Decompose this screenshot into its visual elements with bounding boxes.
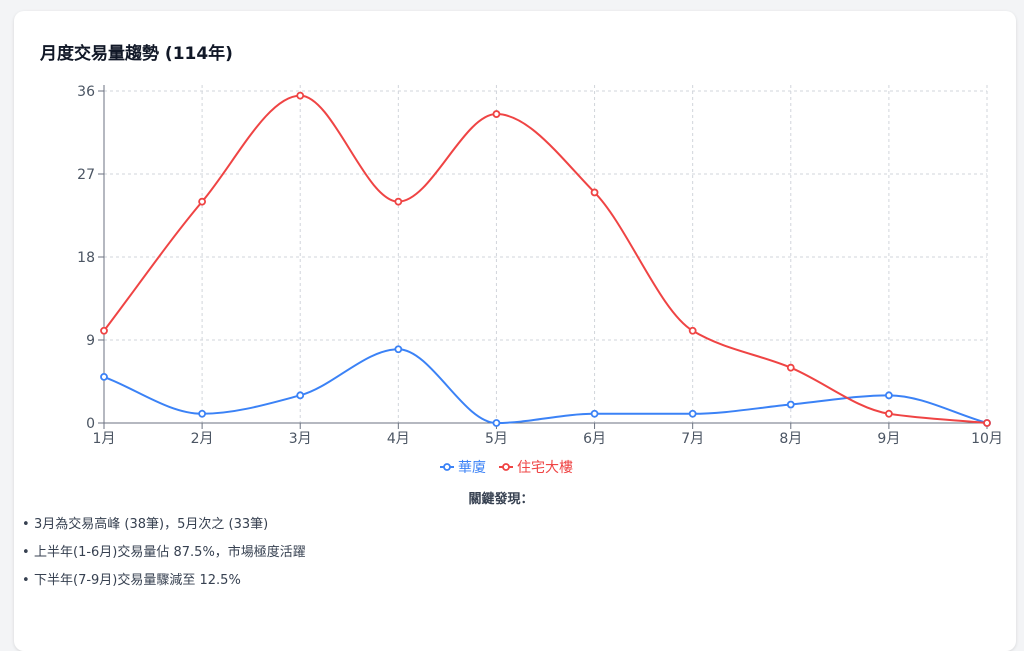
data-point[interactable] [100,372,108,381]
bullet-icon: • [22,573,30,588]
line-chart: 0 9 18 27 36 1月 2月 3月 4月 5月 6月 7月 8月 9月 10月 華廈 住宅大樓 [77,84,1003,476]
findings-list: • 3月為交易高峰 (38筆)，5月次之 (33筆) • 上半年(1-6月)交易量佔… [22,516,306,600]
data-point[interactable] [100,326,108,335]
y-tick-label: 27 [77,167,95,183]
legend-item[interactable]: 住宅大樓 [499,460,573,476]
axes: 0 9 18 27 36 1月 2月 3月 4月 5月 6月 7月 8月 9月 10月 [77,84,1003,447]
series-line [103,348,988,425]
finding-text: 上半年(1-6月)交易量佔 87.5%，市場極度活躍 [34,545,306,560]
x-tick-label: 1月 [93,431,116,447]
x-tick-label: 6月 [583,431,606,447]
series [100,91,991,427]
series-1 [100,345,991,427]
data-point[interactable] [198,197,207,206]
legend-marker-icon [502,463,510,471]
data-point[interactable] [394,345,403,354]
legend-label: 華廈 [458,459,486,476]
x-tick-label: 4月 [387,431,410,447]
data-point[interactable] [394,197,403,206]
data-point[interactable] [492,110,501,118]
legend-label: 住宅大樓 [517,460,573,476]
legend[interactable]: 華廈 住宅大樓 [440,459,573,476]
series-2 [100,91,991,427]
x-tick-label: 8月 [779,431,802,447]
grid [104,85,988,423]
data-point[interactable] [884,391,893,400]
y-tick-label: 0 [86,416,95,432]
data-point[interactable] [590,188,599,197]
data-point[interactable] [786,400,795,409]
chart-title: 月度交易量趨勢 (114年) [40,44,233,64]
data-point[interactable] [296,391,305,400]
y-tick-label: 9 [86,333,95,349]
x-tick-label: 10月 [971,431,1003,447]
y-tick-label: 18 [77,250,95,266]
series-line [103,94,988,424]
x-tick-label: 2月 [191,431,214,447]
legend-item[interactable]: 華廈 [440,459,486,476]
x-tick-label: 9月 [877,431,900,447]
bullet-icon: • [22,517,30,532]
x-tick-label: 7月 [681,431,704,447]
x-tick-label: 5月 [485,431,508,447]
data-point[interactable] [786,363,795,372]
findings-title: 關鍵發現： [468,492,534,507]
data-point[interactable] [688,326,697,335]
data-point[interactable] [688,409,697,418]
finding-item: • 3月為交易高峰 (38筆)，5月次之 (33筆) [22,516,306,544]
data-point[interactable] [983,419,991,427]
finding-text: 下半年(7-9月)交易量驟減至 12.5% [34,573,241,588]
legend-marker-icon [443,463,451,471]
data-point[interactable] [590,409,599,418]
data-point[interactable] [296,91,305,100]
data-point[interactable] [198,409,207,418]
finding-item: • 上半年(1-6月)交易量佔 87.5%，市場極度活躍 [22,544,306,572]
data-point[interactable] [492,419,501,427]
data-point[interactable] [884,409,893,418]
bullet-icon: • [22,545,30,560]
y-tick-label: 36 [77,84,95,100]
x-tick-label: 3月 [289,431,312,447]
finding-item: • 下半年(7-9月)交易量驟減至 12.5% [22,572,306,600]
finding-text: 3月為交易高峰 (38筆)，5月次之 (33筆) [34,517,269,532]
